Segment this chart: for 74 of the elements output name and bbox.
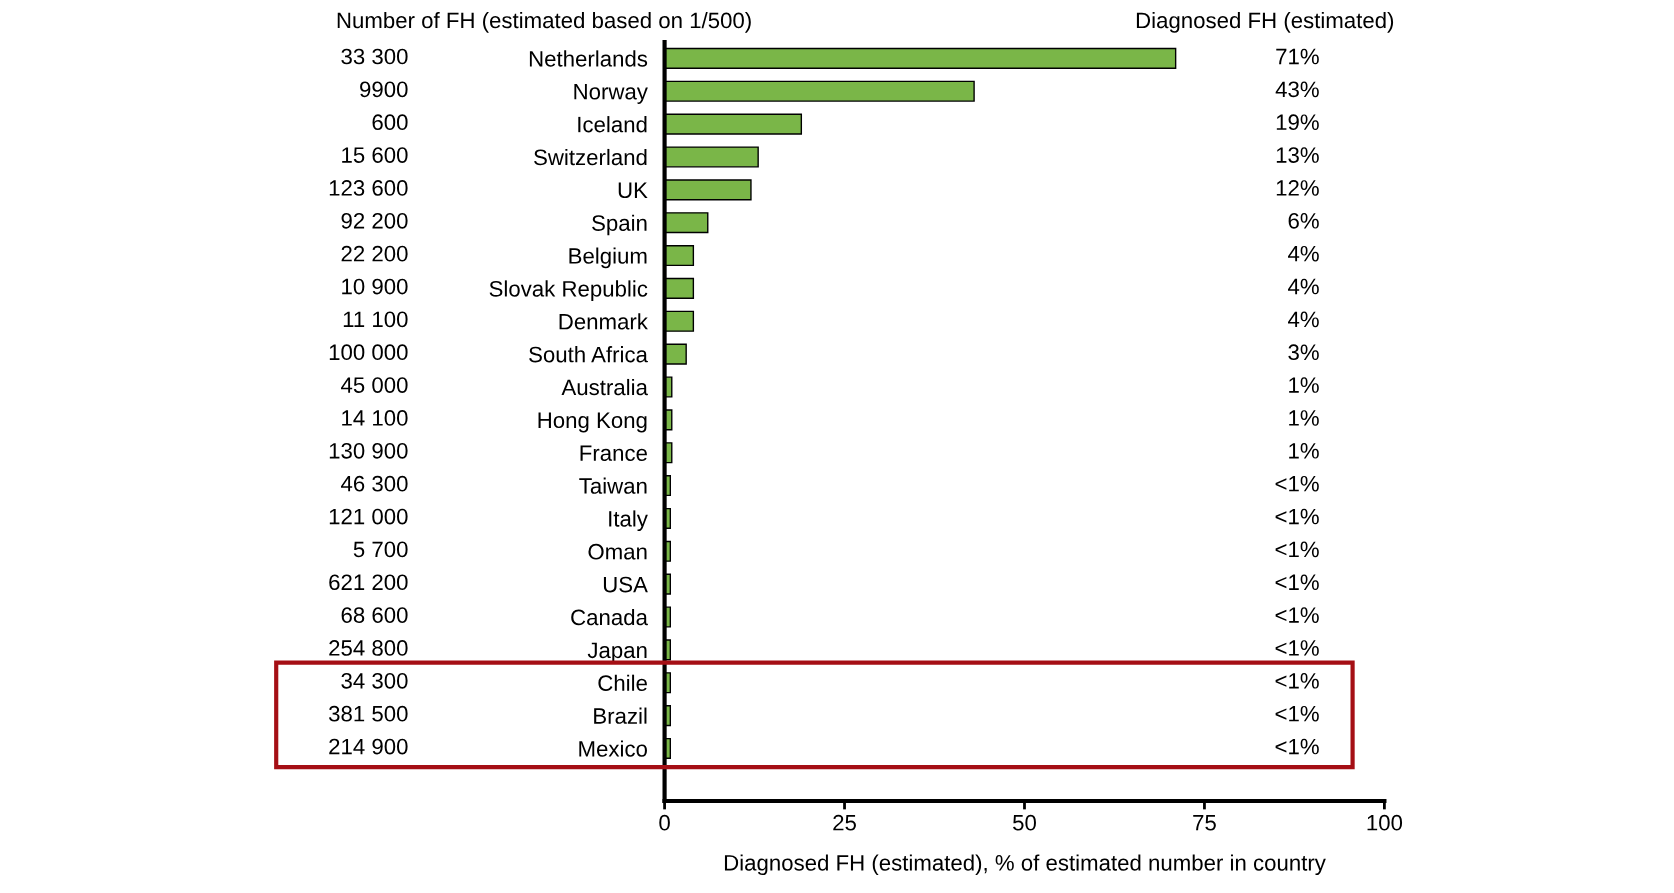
y-tick-label: Belgium xyxy=(569,247,647,269)
y-tick-label: South Africa xyxy=(529,346,648,363)
y-tick-label: UK xyxy=(618,182,648,199)
y-tick-label: Oman xyxy=(588,543,647,560)
text: 11 100 xyxy=(343,311,408,328)
text: 46 300 xyxy=(341,475,408,492)
text: 621 200 xyxy=(329,574,408,591)
y-tick-label: Taiwan xyxy=(579,477,647,494)
data-label: 12% xyxy=(1276,180,1319,196)
data-label: 13% xyxy=(1276,147,1319,163)
text: 254 800 xyxy=(329,640,408,656)
x-tick-label: 25 xyxy=(833,814,856,831)
x-tick-label: 0 xyxy=(659,814,670,831)
data-label: <1% xyxy=(1275,607,1319,623)
y-tick-label: Canada xyxy=(571,608,648,626)
data-label: 4% xyxy=(1288,245,1319,262)
text: 121 000 xyxy=(329,508,408,525)
y-tick-label: Brazil xyxy=(594,707,647,724)
text: 33 300 xyxy=(341,48,408,65)
text: 34 300 xyxy=(341,672,408,689)
data-label: 6% xyxy=(1288,212,1319,229)
y-tick-label: France xyxy=(580,445,647,461)
text: Diagnosed FH (estimated) xyxy=(1136,11,1394,33)
data-label: 1% xyxy=(1289,443,1319,459)
text: 100 000 xyxy=(329,344,408,361)
y-tick-label: Spain xyxy=(592,214,647,236)
data-label: <1% xyxy=(1275,705,1319,722)
data-label: 1% xyxy=(1289,377,1319,393)
y-tick-label: Australia xyxy=(561,378,648,396)
text: 10 900 xyxy=(342,278,408,295)
data-label: 1% xyxy=(1289,410,1319,426)
y-tick-label: Switzerland xyxy=(534,148,647,166)
y-tick-label: Mexico xyxy=(579,740,647,757)
y-tick-label: Netherlands xyxy=(529,50,648,67)
text: 600 xyxy=(372,114,408,131)
data-label: 19% xyxy=(1276,114,1319,131)
data-label: <1% xyxy=(1275,508,1319,525)
text: 14 100 xyxy=(342,410,408,426)
data-label: <1% xyxy=(1275,640,1319,656)
y-tick-label: Italy xyxy=(609,510,648,532)
x-axis-title: Diagnosed FH (estimated), % of estimated number in country xyxy=(724,854,1326,876)
data-label: <1% xyxy=(1275,541,1319,558)
text: 130 900 xyxy=(329,442,408,459)
data-label: <1% xyxy=(1275,475,1319,492)
data-label: 4% xyxy=(1288,311,1319,328)
data-label: <1% xyxy=(1275,673,1319,689)
y-tick-label: Slovak Republic xyxy=(489,280,648,302)
data-label: 43% xyxy=(1275,81,1319,98)
text: 123 600 xyxy=(329,180,408,196)
text: 22 200 xyxy=(341,245,408,262)
y-tick-label: Norway xyxy=(574,84,648,104)
x-tick-label: 50 xyxy=(1013,814,1036,831)
text: 92 200 xyxy=(341,212,408,229)
data-label: 4% xyxy=(1288,278,1319,295)
text: 68 600 xyxy=(341,607,408,623)
y-tick-label: USA xyxy=(603,576,648,593)
x-tick-label: 100 xyxy=(1367,814,1403,831)
y-tick-label: Iceland xyxy=(578,116,647,133)
data-label: <1% xyxy=(1275,738,1319,755)
y-tick-label: Denmark xyxy=(559,313,648,330)
y-tick-label: Chile xyxy=(598,674,647,691)
text: 45 000 xyxy=(341,377,408,393)
text: Number of FH (estimated based on 1/500) xyxy=(337,11,751,33)
text: 214 900 xyxy=(329,738,408,755)
text: 15 600 xyxy=(342,147,408,163)
text: 381 500 xyxy=(328,705,408,722)
data-label: 3% xyxy=(1288,344,1319,361)
text: 5 700 xyxy=(353,541,408,558)
data-label: <1% xyxy=(1275,574,1319,591)
y-tick-label: Hong Kong xyxy=(538,412,647,433)
y-tick-label: Japan xyxy=(587,642,647,663)
data-label: 71% xyxy=(1276,48,1319,65)
text: 9900 xyxy=(360,81,408,98)
x-tick-label: 75 xyxy=(1193,815,1216,831)
